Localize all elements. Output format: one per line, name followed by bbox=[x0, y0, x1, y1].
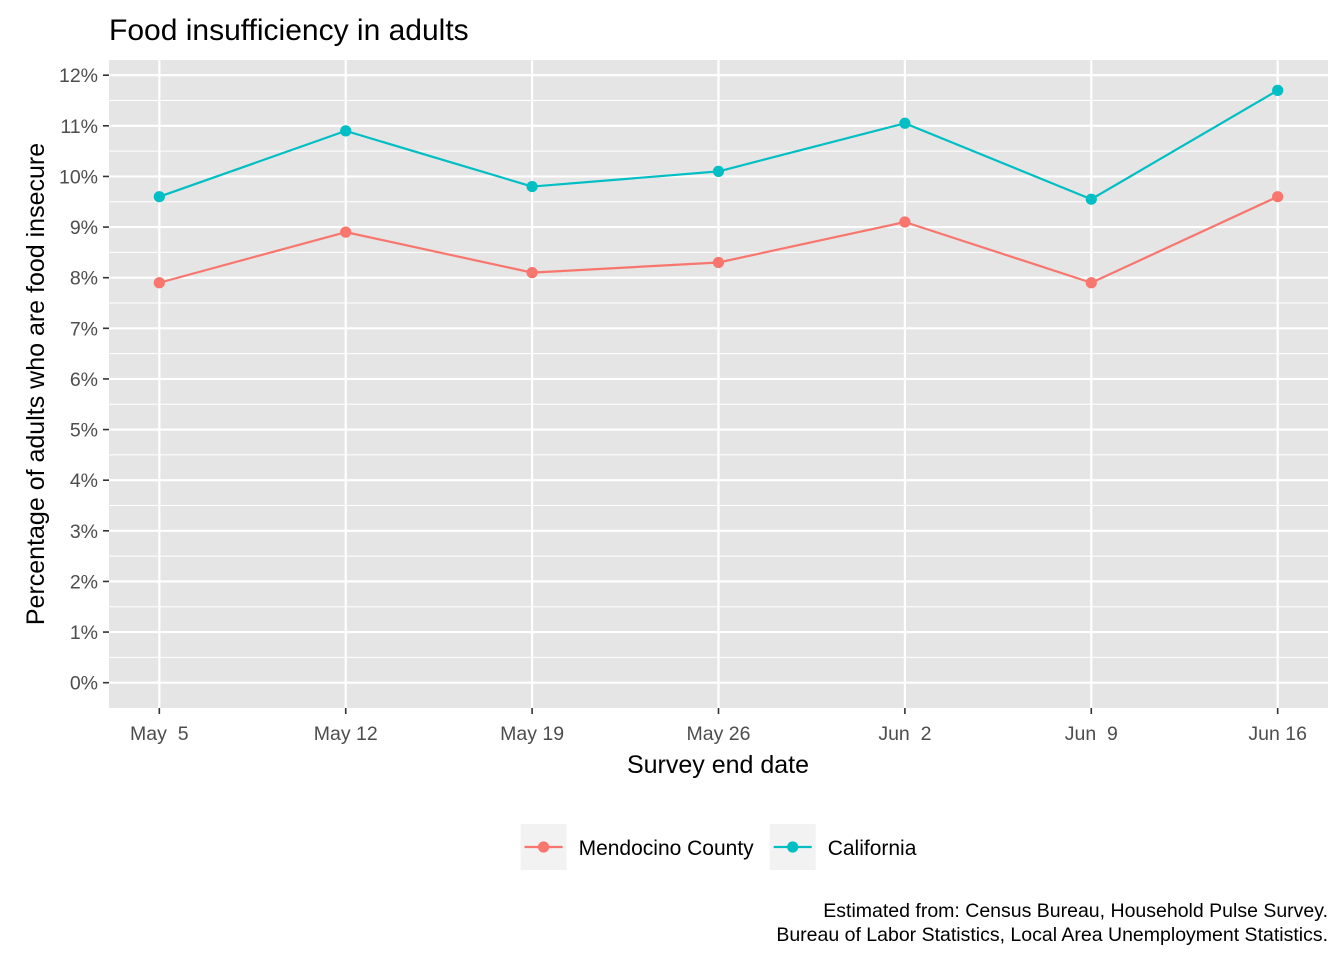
data-point bbox=[1085, 193, 1097, 205]
data-point bbox=[153, 191, 165, 203]
y-tick-label: 5% bbox=[70, 420, 98, 442]
y-tick-label: 0% bbox=[70, 673, 98, 695]
legend-item: California bbox=[769, 824, 917, 870]
data-point bbox=[526, 267, 538, 279]
x-tick-label: Jun 2 bbox=[878, 723, 931, 745]
series-california bbox=[153, 84, 1284, 205]
series-mendocino-county bbox=[153, 191, 1284, 289]
grid-major bbox=[109, 60, 1328, 708]
x-tick-label: Jun 9 bbox=[1065, 723, 1118, 745]
y-tick-label: 11% bbox=[60, 116, 98, 138]
x-tick-label: May 26 bbox=[687, 723, 751, 745]
data-point bbox=[899, 117, 911, 129]
legend-label: Mendocino County bbox=[579, 837, 755, 860]
data-point bbox=[1272, 84, 1284, 96]
legend: Mendocino County California bbox=[520, 824, 917, 870]
y-tick-label: 10% bbox=[59, 166, 98, 188]
x-axis: May 5 May 12 May 19 May 26 Jun 2 Jun 9 Jun 16 bbox=[130, 708, 1307, 745]
y-tick-label: 1% bbox=[70, 622, 98, 644]
y-axis: 0% 1% 2% 3% 4% 5% 6% 7% 8% 9% 10% 11% 12% bbox=[59, 65, 109, 695]
data-point bbox=[712, 165, 725, 177]
y-tick-label: 9% bbox=[70, 217, 98, 239]
data-point bbox=[1085, 277, 1097, 289]
data-point bbox=[526, 180, 538, 193]
x-tick-label: May 12 bbox=[314, 723, 378, 745]
y-axis-title: Percentage of adults who are food insecu… bbox=[22, 143, 50, 625]
data-point bbox=[1272, 191, 1284, 203]
y-tick-label: 7% bbox=[70, 318, 98, 340]
data-point bbox=[712, 256, 725, 269]
series-layer bbox=[153, 84, 1284, 289]
x-tick-label: Jun 16 bbox=[1248, 723, 1307, 745]
legend-label: California bbox=[828, 837, 917, 860]
y-tick-label: 3% bbox=[70, 521, 98, 543]
y-tick-label: 12% bbox=[59, 65, 98, 87]
data-point bbox=[153, 277, 165, 289]
x-tick-label: May 5 bbox=[130, 723, 189, 745]
data-point bbox=[340, 125, 352, 137]
legend-key-point bbox=[537, 841, 550, 853]
data-point bbox=[340, 226, 352, 238]
x-tick-label: May 19 bbox=[500, 723, 564, 745]
y-tick-label: 6% bbox=[70, 369, 98, 391]
caption-line-1: Estimated from: Census Bureau, Household… bbox=[823, 900, 1328, 922]
legend-key-point bbox=[787, 841, 799, 853]
caption-line-2: Bureau of Labor Statistics, Local Area U… bbox=[776, 924, 1328, 946]
x-axis-title: Survey end date bbox=[627, 751, 809, 779]
y-tick-label: 8% bbox=[70, 268, 98, 290]
data-point bbox=[899, 216, 911, 228]
legend-item: Mendocino County bbox=[520, 824, 755, 870]
y-tick-label: 2% bbox=[70, 571, 98, 593]
y-tick-label: 4% bbox=[70, 470, 98, 492]
chart-title: Food insufficiency in adults bbox=[109, 14, 469, 47]
